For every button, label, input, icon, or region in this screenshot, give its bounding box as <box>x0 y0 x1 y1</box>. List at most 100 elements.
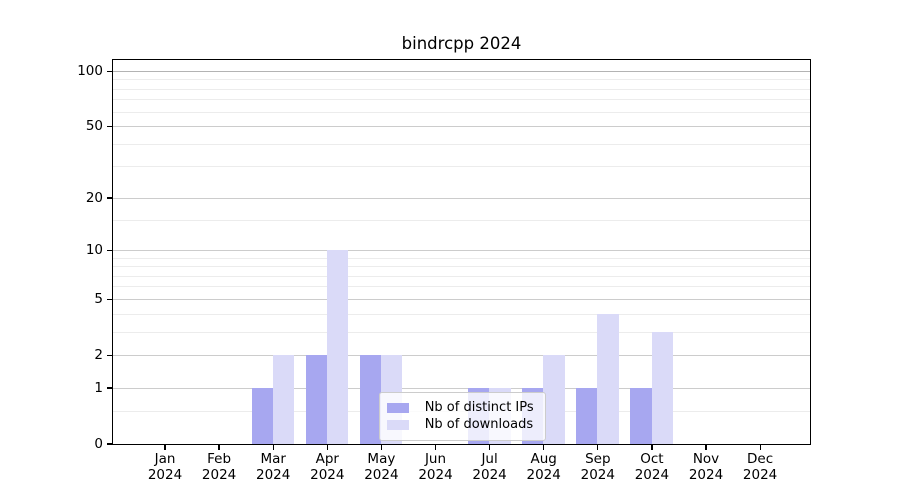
x-tick-year: 2024 <box>201 467 237 483</box>
y-tick-label: 100 <box>77 63 103 80</box>
minor-gridline <box>112 286 810 288</box>
legend-swatch <box>386 402 409 413</box>
x-tick-label: Dec 2024 <box>728 451 792 483</box>
y-tick-mark <box>106 298 112 300</box>
x-tick-month: Aug <box>530 451 557 467</box>
x-tick-month: Jul <box>481 451 498 467</box>
minor-gridline <box>112 88 810 90</box>
minor-gridline <box>112 313 810 315</box>
x-tick-mark <box>164 445 166 450</box>
x-tick-label: Feb 2024 <box>187 451 251 483</box>
y-tick-mark <box>106 387 112 389</box>
y-tick-mark <box>106 70 112 72</box>
bar-distinct-ips-sep <box>576 387 598 444</box>
minor-gridline <box>112 143 810 145</box>
x-tick-month: Dec <box>747 451 774 467</box>
x-tick-year: 2024 <box>742 467 778 483</box>
bar-downloads-mar <box>272 354 295 444</box>
y-tick-label: 50 <box>85 118 103 135</box>
y-tick-mark <box>106 125 112 127</box>
minor-gridline <box>112 166 810 168</box>
x-tick-mark <box>651 445 653 450</box>
major-gridline <box>112 70 810 72</box>
bar-distinct-ips-apr <box>305 354 327 444</box>
x-tick-year: 2024 <box>147 467 183 483</box>
x-tick-label: Aug 2024 <box>512 451 576 483</box>
x-tick-mark <box>380 445 383 450</box>
x-tick-year: 2024 <box>580 467 615 483</box>
bar-downloads-apr <box>326 249 349 444</box>
x-tick-label: Apr 2024 <box>295 451 359 483</box>
x-tick-label: May 2024 <box>349 451 413 483</box>
x-tick-year: 2024 <box>310 467 345 483</box>
y-tick-mark <box>106 354 112 356</box>
x-tick-year: 2024 <box>364 467 399 483</box>
bar-distinct-ips-may <box>359 354 382 444</box>
major-gridline <box>112 298 810 300</box>
major-gridline <box>112 387 810 389</box>
x-tick-month: Oct <box>640 451 664 467</box>
x-tick-mark <box>434 445 437 450</box>
x-tick-label: Sep 2024 <box>566 451 630 483</box>
chart-title: bindrcpp 2024 <box>401 34 522 53</box>
y-tick-label: 20 <box>85 190 103 207</box>
x-tick-label: Jun 2024 <box>404 451 468 483</box>
bar-distinct-ips-mar <box>251 387 273 444</box>
legend-label: Nb of downloads <box>424 417 534 433</box>
x-tick-month: Mar <box>260 451 286 467</box>
x-tick-mark <box>489 445 491 450</box>
bar-downloads-oct <box>651 331 673 444</box>
x-tick-label: Jul 2024 <box>458 451 522 483</box>
x-tick-label: Nov 2024 <box>674 451 738 483</box>
bar-downloads-sep <box>597 313 619 444</box>
major-gridline <box>112 354 810 356</box>
x-tick-year: 2024 <box>688 467 724 483</box>
plot-area: Nb of distinct IPs Nb of downloads <box>111 58 811 445</box>
minor-gridline <box>112 79 810 81</box>
minor-gridline <box>112 331 810 333</box>
x-tick-mark <box>597 445 599 450</box>
minor-gridline <box>112 266 810 268</box>
x-tick-mark <box>272 445 274 450</box>
x-tick-mark <box>759 445 761 450</box>
x-tick-year: 2024 <box>256 467 291 483</box>
x-tick-year: 2024 <box>634 467 670 483</box>
x-tick-year: 2024 <box>472 467 507 483</box>
bar-distinct-ips-oct <box>630 387 652 444</box>
bar-downloads-aug <box>543 354 565 444</box>
x-tick-mark <box>218 445 220 450</box>
legend: Nb of distinct IPs Nb of downloads <box>378 391 546 441</box>
legend-entry: Nb of distinct IPs <box>386 400 537 416</box>
y-tick-label: 10 <box>85 242 103 259</box>
y-tick-label: 0 <box>94 436 103 452</box>
x-tick-month: Jun <box>424 451 447 467</box>
x-tick-month: Apr <box>315 451 339 467</box>
x-tick-month: Jan <box>154 451 176 467</box>
major-gridline <box>112 249 810 251</box>
legend-entry: Nb of downloads <box>386 417 537 433</box>
y-tick-label: 5 <box>94 291 103 308</box>
y-tick-mark <box>106 197 112 199</box>
y-tick-label: 2 <box>94 347 103 364</box>
y-tick-label: 1 <box>94 380 103 396</box>
x-tick-label: Oct 2024 <box>620 451 684 483</box>
minor-gridline <box>112 219 810 221</box>
x-tick-month: Feb <box>207 451 232 467</box>
x-tick-mark <box>705 445 707 450</box>
x-tick-year: 2024 <box>526 467 561 483</box>
x-tick-label: Mar 2024 <box>241 451 305 483</box>
major-gridline <box>112 126 810 128</box>
legend-label: Nb of distinct IPs <box>424 400 534 416</box>
minor-gridline <box>112 111 810 113</box>
x-tick-month: Nov <box>692 451 720 467</box>
minor-gridline <box>112 99 810 101</box>
y-tick-mark <box>106 443 112 445</box>
x-tick-label: Jan 2024 <box>133 451 197 483</box>
x-tick-month: Sep <box>585 451 611 467</box>
minor-gridline <box>112 275 810 277</box>
x-tick-year: 2024 <box>418 467 453 483</box>
x-tick-mark <box>326 445 328 450</box>
x-tick-month: May <box>367 451 396 467</box>
legend-swatch <box>386 419 409 430</box>
